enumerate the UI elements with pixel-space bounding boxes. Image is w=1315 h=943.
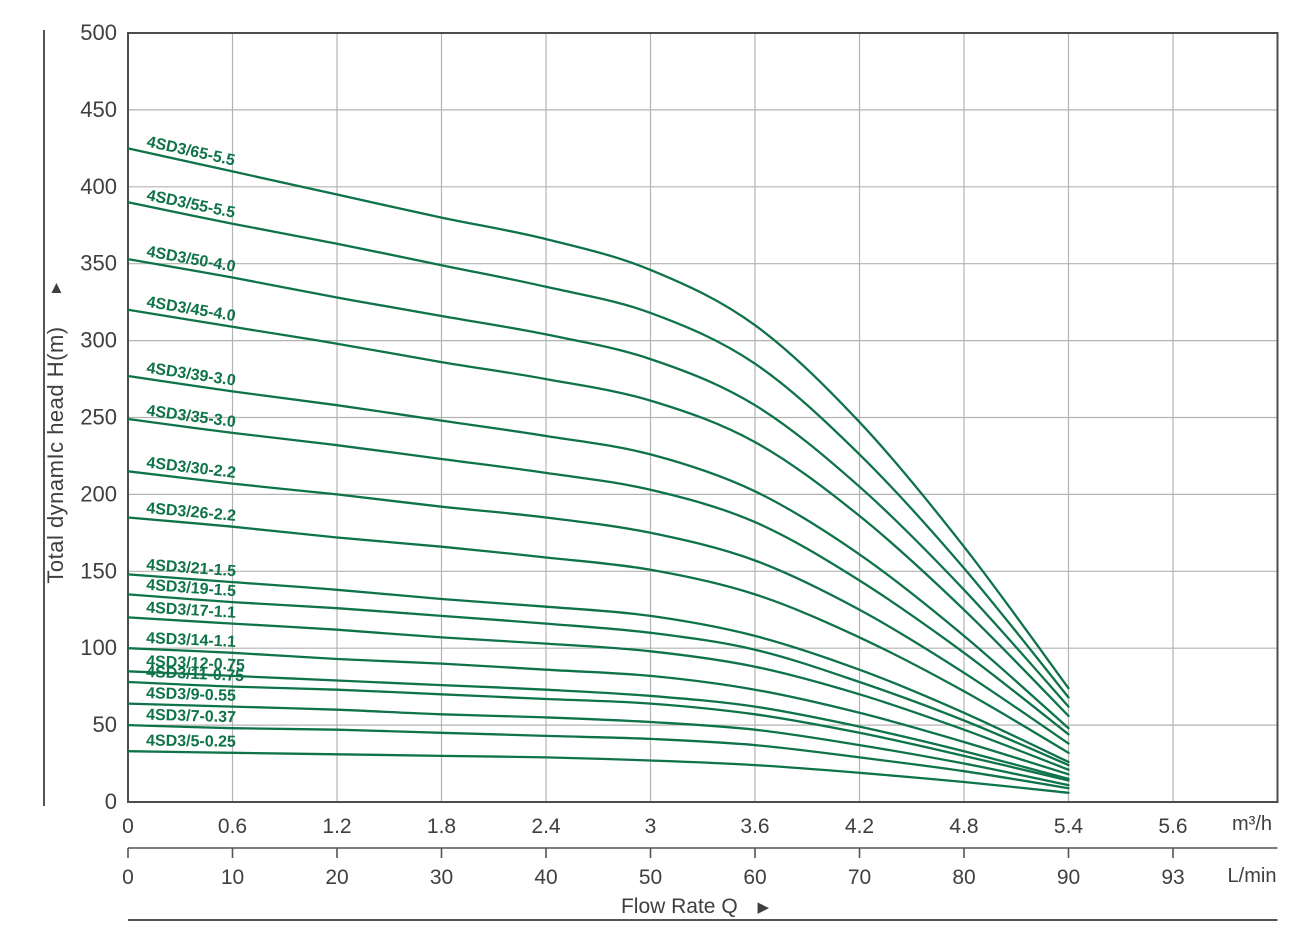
pump-curve-4SD3-19-1.5 xyxy=(126,593,1070,767)
pump-curve-4SD3-50-4.0 xyxy=(126,257,1070,708)
curve-label-4SD3-21-1.5: 4SD3/21-1.5 xyxy=(146,557,237,581)
plot-border xyxy=(127,32,1279,803)
x-tick-label-m3h: 4.2 xyxy=(845,815,874,838)
curve-label-4SD3-55-5.5: 4SD3/55-5.5 xyxy=(145,187,237,222)
y-tick-label: 50 xyxy=(93,712,117,737)
x-tick-label-m3h: 0.6 xyxy=(218,815,247,838)
y-tick-label: 150 xyxy=(80,558,117,583)
curve-label-4SD3-11-0.75: 4SD3/11-0.75 xyxy=(146,664,245,685)
curve-label-4SD3-7-0.37: 4SD3/7-0.37 xyxy=(146,707,236,727)
x-tick-label-m3h: 1.2 xyxy=(322,815,351,838)
pump-curve-4SD3-17-1.1 xyxy=(126,616,1070,771)
pump-curve-4SD3-55-5.5 xyxy=(126,201,1070,699)
y-tick-label: 450 xyxy=(80,97,117,122)
curve-label-4SD3-19-1.5: 4SD3/19-1.5 xyxy=(146,577,237,601)
x-tick-label-m3h: 0 xyxy=(122,815,134,838)
x-axis-title: Flow Rate Q ▶ xyxy=(590,895,800,919)
x-tick-label-lmin: 60 xyxy=(743,866,766,889)
y-axis-up-arrow-icon: ▲ xyxy=(48,278,65,297)
pump-curve-4SD3-9-0.55 xyxy=(126,702,1070,787)
pump-curve-4SD3-26-2.2 xyxy=(126,516,1070,754)
secondary-x-unit-label: L/min xyxy=(1227,865,1277,887)
y-tick-label: 350 xyxy=(80,251,117,276)
x-axis-title-text: Flow Rate Q xyxy=(620,895,738,918)
x-tick-label-m3h: 3 xyxy=(645,815,657,838)
pump-curve-4SD3-14-1.1 xyxy=(126,647,1070,776)
y-tick-label: 100 xyxy=(80,635,117,660)
pump-curve-4SD3-30-2.2 xyxy=(126,470,1070,745)
x-tick-label-lmin: 50 xyxy=(639,866,662,889)
pump-curve-4SD3-5-0.25 xyxy=(126,750,1070,794)
x-tick-label-m3h: 5.6 xyxy=(1158,815,1187,838)
curve-label-4SD3-9-0.55: 4SD3/9-0.55 xyxy=(146,685,236,705)
primary-x-unit-label: m³/h xyxy=(1232,813,1272,835)
x-tick-label-lmin: 30 xyxy=(430,866,453,889)
y-tick-label: 0 xyxy=(105,789,117,814)
x-tick-label-m3h: 5.4 xyxy=(1054,815,1084,838)
y-axis-title: Total dynamIc head H(m) xyxy=(43,326,68,584)
curve-label-4SD3-17-1.1: 4SD3/17-1.1 xyxy=(146,600,237,622)
pump-curve-4SD3-21-1.5 xyxy=(126,573,1070,764)
x-tick-label-lmin: 0 xyxy=(122,866,134,889)
pump-curve-4SD3-35-3.0 xyxy=(126,417,1070,736)
pump-curve-4SD3-11-0.75 xyxy=(126,680,1070,782)
x-tick-label-m3h: 2.4 xyxy=(531,815,561,838)
x-tick-label-m3h: 4.8 xyxy=(949,815,978,838)
x-tick-label-lmin: 40 xyxy=(534,866,557,889)
pump-curve-4SD3-45-4.0 xyxy=(126,308,1070,718)
pump-curve-4SD3-65-5.5 xyxy=(126,147,1070,690)
x-tick-label-lmin: 93 xyxy=(1161,866,1184,889)
x-tick-label-m3h: 1.8 xyxy=(427,815,456,838)
curve-label-4SD3-12-0.75: 4SD3/12-0.75 xyxy=(146,653,245,674)
x-tick-label-lmin: 10 xyxy=(221,866,244,889)
x-tick-label-lmin: 20 xyxy=(325,866,348,889)
y-tick-label: 500 xyxy=(80,20,117,45)
y-tick-label: 400 xyxy=(80,174,117,199)
x-axis-right-arrow-icon: ▶ xyxy=(757,899,770,916)
x-tick-label-lmin: 70 xyxy=(848,866,871,889)
curve-label-4SD3-65-5.5: 4SD3/65-5.5 xyxy=(145,134,236,170)
pump-curve-4SD3-12-0.75 xyxy=(126,670,1070,781)
y-tick-label: 300 xyxy=(80,328,117,353)
pump-curve-4SD3-7-0.37 xyxy=(126,723,1070,790)
curve-label-4SD3-14-1.1: 4SD3/14-1.1 xyxy=(146,630,237,651)
x-tick-label-m3h: 3.6 xyxy=(740,815,769,838)
y-tick-label: 250 xyxy=(80,405,117,430)
x-tick-label-lmin: 90 xyxy=(1057,866,1080,889)
pump-curve-4SD3-39-3.0 xyxy=(126,374,1070,730)
y-tick-label: 200 xyxy=(80,481,117,506)
x-tick-label-lmin: 80 xyxy=(952,866,975,889)
curve-label-4SD3-5-0.25: 4SD3/5-0.25 xyxy=(146,733,236,751)
